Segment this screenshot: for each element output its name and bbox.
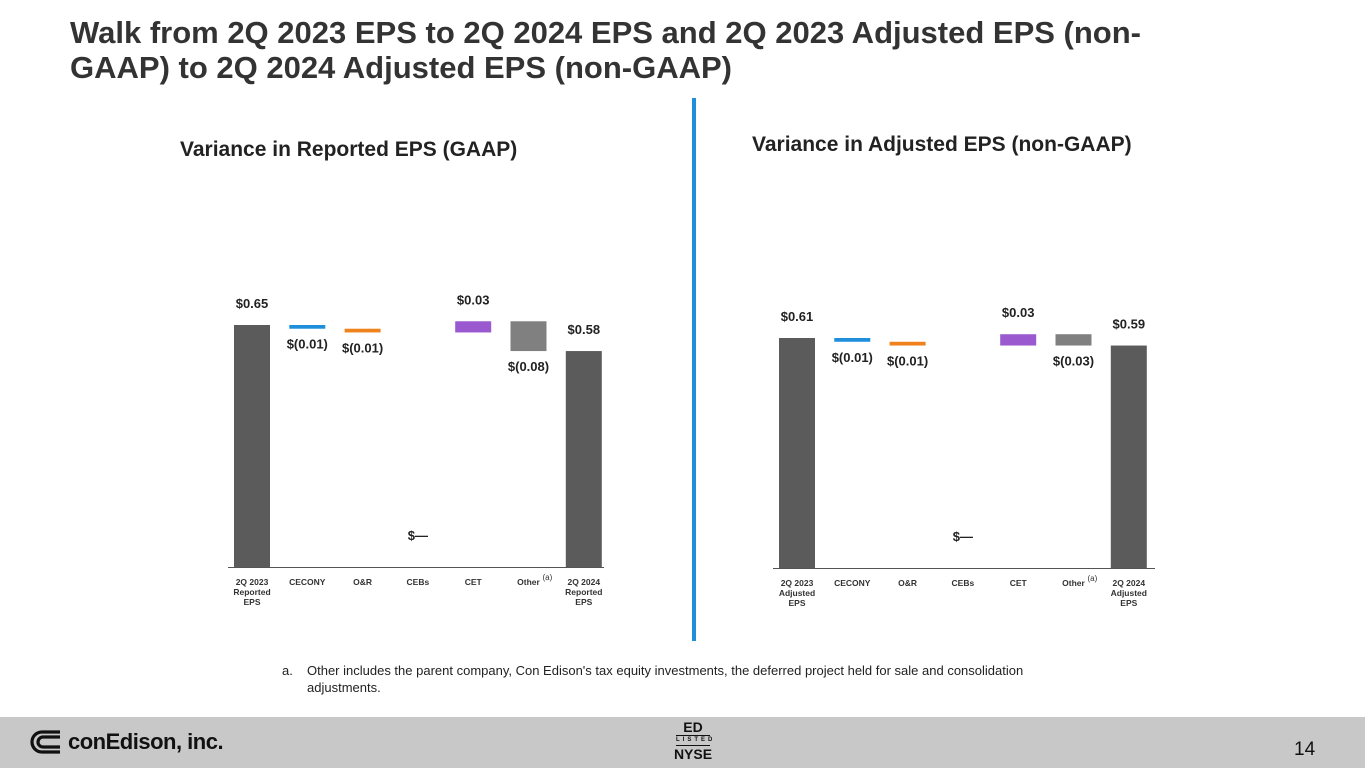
reported-value-label-cecony: $(0.01): [287, 337, 328, 352]
reported-bar-2q-2023-reported-eps: [234, 325, 270, 567]
reported-value-label-oandr: $(0.01): [342, 340, 383, 355]
footer-bar: conEdison, inc. ED LISTED NYSE 14: [0, 717, 1365, 768]
nyse-listed-badge: ED LISTED NYSE: [672, 720, 714, 761]
adjusted-value-label-other: $(0.03): [1053, 354, 1094, 369]
reported-tick-label-2q-2024-reported-eps: 2Q 2024 Reported EPS: [565, 577, 602, 607]
reported-eps-chart-title: Variance in Reported EPS (GAAP): [180, 138, 518, 161]
reported-footnote-ref-other: (a): [543, 573, 553, 582]
reported-tick-label-cecony: CECONY: [289, 577, 326, 587]
adjusted-bar-other: [1055, 334, 1092, 346]
adjusted-tick-label-2q-2023-adjusted-eps: 2Q 2023 Adjusted EPS: [779, 578, 815, 608]
exchange-name: NYSE: [673, 746, 713, 762]
ticker-symbol: ED: [683, 719, 703, 735]
adjusted-bar-2q-2023-adjusted-eps: [779, 338, 815, 568]
reported-bar-cet: [455, 321, 492, 333]
reported-tick-label-cet: CET: [465, 577, 483, 587]
panel-divider: [692, 98, 696, 641]
footnote-marker: a.: [282, 663, 293, 678]
adjusted-bar-oandr: [889, 341, 926, 346]
adjusted-bar-cecony: [834, 338, 871, 342]
adjusted-tick-label-other: Other: [1062, 578, 1085, 588]
company-logo: conEdison, inc.: [30, 728, 224, 756]
reported-tick-label-other: Other: [517, 577, 540, 587]
adjusted-value-label-oandr: $(0.01): [887, 354, 928, 369]
adjusted-value-label-2q-2023-adjusted-eps: $0.61: [781, 309, 814, 324]
adjusted-value-label-cet: $0.03: [1002, 305, 1035, 320]
reported-value-label-cet: $0.03: [457, 292, 490, 307]
slide-title: Walk from 2Q 2023 EPS to 2Q 2024 EPS and…: [70, 15, 1141, 85]
adjusted-value-label-cebs: $—: [953, 529, 973, 544]
reported-eps-waterfall-chart: $0.65 $(0.01) $(0.01) $— $0.03 $(0.08) $0.58 2Q…: [228, 292, 604, 607]
reported-bar-2q-2024-reported-eps: [565, 351, 602, 567]
footnote: a. Other includes the parent company, Co…: [282, 662, 1042, 696]
reported-value-label-2q-2024-reported-eps: $0.58: [568, 322, 601, 337]
reported-tick-label-cebs: CEBs: [407, 577, 430, 587]
adjusted-tick-label-cebs: CEBs: [952, 578, 975, 588]
reported-bar-other: [510, 321, 547, 352]
company-name: conEdison, inc.: [68, 729, 224, 754]
reported-tick-label-2q-2023-reported-eps: 2Q 2023 Reported EPS: [233, 577, 270, 607]
reported-bar-cecony: [289, 325, 326, 329]
con-edison-logo-icon: [30, 730, 60, 754]
page-number: 14: [1294, 739, 1316, 760]
listed-label: LISTED: [676, 735, 712, 746]
reported-bar-oandr: [344, 328, 381, 333]
footnote-text: Other includes the parent company, Con E…: [307, 663, 1024, 695]
adjusted-value-label-2q-2024-adjusted-eps: $0.59: [1113, 317, 1146, 332]
adjusted-eps-chart-title: Variance in Adjusted EPS (non-GAAP): [752, 133, 1132, 156]
adjusted-bar-2q-2024-adjusted-eps: [1110, 345, 1147, 568]
reported-value-label-cebs: $—: [408, 528, 428, 543]
adjusted-tick-label-cecony: CECONY: [834, 578, 871, 588]
adjusted-tick-label-oandr: O&R: [898, 578, 917, 588]
adjusted-tick-label-cet: CET: [1010, 578, 1028, 588]
adjusted-footnote-ref-other: (a): [1088, 574, 1098, 583]
adjusted-tick-label-2q-2024-adjusted-eps: 2Q 2024 Adjusted EPS: [1111, 578, 1147, 608]
adjusted-value-label-cecony: $(0.01): [832, 350, 873, 365]
reported-value-label-other: $(0.08): [508, 359, 549, 374]
reported-tick-label-oandr: O&R: [353, 577, 372, 587]
adjusted-bar-cet: [1000, 334, 1037, 346]
adjusted-eps-waterfall-chart: $0.61 $(0.01) $(0.01) $— $0.03 $(0.03) $0.59 2Q…: [773, 305, 1155, 608]
reported-value-label-2q-2023-reported-eps: $0.65: [236, 296, 269, 311]
